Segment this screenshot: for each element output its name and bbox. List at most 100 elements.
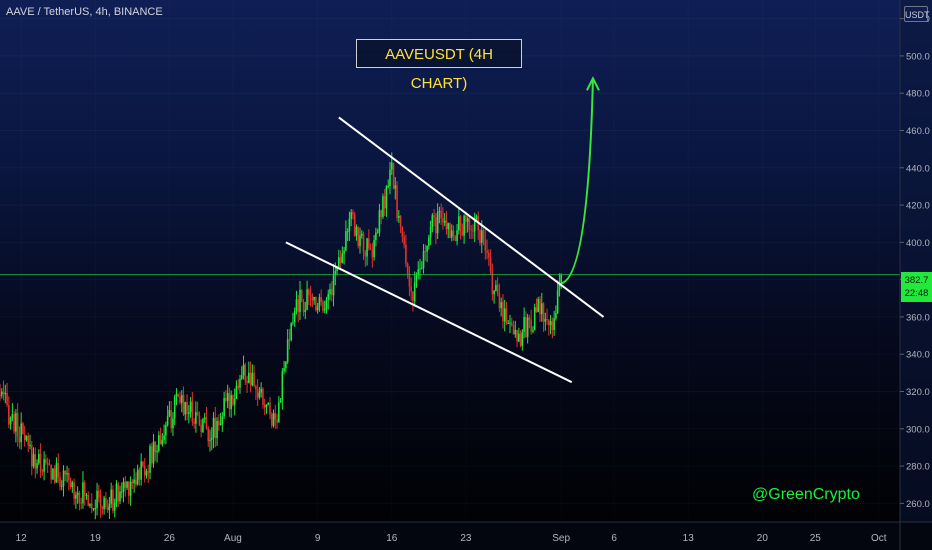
candle-body (406, 263, 409, 274)
candle-body (285, 361, 287, 369)
candle-body (456, 230, 458, 241)
watermark-text: @GreenCrypto (752, 486, 860, 503)
candle-body (131, 481, 134, 484)
candle-body (237, 385, 240, 388)
candle-body (332, 274, 335, 296)
candle-body (325, 299, 328, 309)
x-tick-label: Aug (224, 533, 242, 544)
candle-body (207, 428, 210, 442)
candle-body (320, 297, 322, 302)
candle-body (99, 497, 102, 507)
candle-body (85, 495, 88, 497)
x-tick-label: 13 (683, 533, 695, 544)
candle-body (424, 251, 427, 253)
candle-body (6, 393, 8, 406)
time-axis-panel (0, 522, 932, 550)
candle-body (203, 417, 206, 420)
candle-body (359, 235, 361, 246)
candle-body (548, 320, 550, 326)
candle-body (348, 218, 351, 232)
candle-body (188, 412, 190, 415)
candle-body (555, 313, 557, 319)
candle-body (120, 491, 123, 493)
candle-body (13, 414, 15, 432)
candle-body (466, 218, 469, 222)
candle-body (59, 477, 61, 487)
candle-body (76, 492, 79, 495)
candle-body (83, 482, 86, 496)
candle-body (149, 446, 151, 473)
candle-body (27, 435, 30, 446)
candle-body (179, 396, 181, 403)
candle-body (0, 395, 1, 397)
candle-body (233, 398, 236, 405)
x-tick-label: 25 (810, 533, 822, 544)
candle-body (53, 468, 56, 483)
trendlines (0, 76, 900, 384)
candle-body (41, 471, 44, 473)
y-tick-label: 440.0 (906, 163, 930, 174)
candle-body (36, 463, 38, 469)
candle-body (43, 459, 45, 472)
candle-body (412, 291, 414, 302)
projection-arrow (560, 78, 594, 285)
candle-body (186, 402, 188, 415)
candle-body (150, 446, 153, 464)
candle-body (101, 506, 104, 509)
candle-body (138, 469, 141, 480)
candle-body (293, 311, 296, 323)
candle-body (355, 227, 358, 236)
candle-body (394, 185, 397, 189)
candle-body (323, 308, 326, 311)
candle-body (350, 212, 352, 219)
candle-body (69, 480, 72, 487)
candle-body (62, 470, 65, 486)
currency-unit-badge[interactable]: USDT (904, 6, 930, 22)
candle-body (484, 240, 487, 251)
candle-body (530, 319, 532, 332)
x-tick-label: 20 (757, 533, 769, 544)
candle-body (472, 230, 474, 232)
candle-body (113, 502, 116, 511)
candle-body (145, 471, 148, 476)
candle-body (380, 210, 382, 217)
candle-body (89, 504, 91, 506)
candle-body (240, 375, 243, 379)
candle-body (302, 301, 305, 312)
candle-body (428, 237, 430, 246)
candle-body (124, 481, 127, 488)
candle-body (470, 229, 472, 231)
candle-body (283, 368, 285, 372)
candle-body (221, 416, 224, 424)
x-tick-label: 6 (611, 533, 617, 544)
candle-body (539, 298, 541, 315)
candle-body (475, 216, 478, 219)
candle-body (122, 481, 125, 492)
last-price-badge: 382.7 22:48 (901, 272, 932, 302)
x-tick-label: 12 (16, 533, 28, 544)
candle-body (510, 322, 513, 326)
candle-body (401, 226, 404, 237)
candle-body (454, 235, 457, 241)
candle-body (45, 459, 47, 464)
candle-body (417, 269, 420, 276)
candle-body (182, 395, 185, 415)
trendline (338, 116, 605, 318)
candle-body (352, 212, 354, 215)
candle-body (4, 393, 7, 395)
candle-body (232, 395, 234, 405)
candle-body (435, 217, 437, 234)
candle-body (205, 417, 208, 429)
candle-body (158, 435, 160, 451)
symbol-label[interactable]: AAVE / TetherUS, 4h, BINANCE (6, 6, 163, 18)
candle-body (260, 388, 262, 393)
candle-body (518, 333, 520, 342)
candle-body (516, 330, 518, 342)
candle-body (147, 471, 150, 473)
y-tick-label: 340.0 (906, 350, 930, 361)
candle-body (297, 299, 300, 312)
candle-body (200, 424, 202, 433)
candle-body (115, 483, 118, 503)
candle-body (385, 186, 388, 209)
candle-body (198, 415, 201, 425)
